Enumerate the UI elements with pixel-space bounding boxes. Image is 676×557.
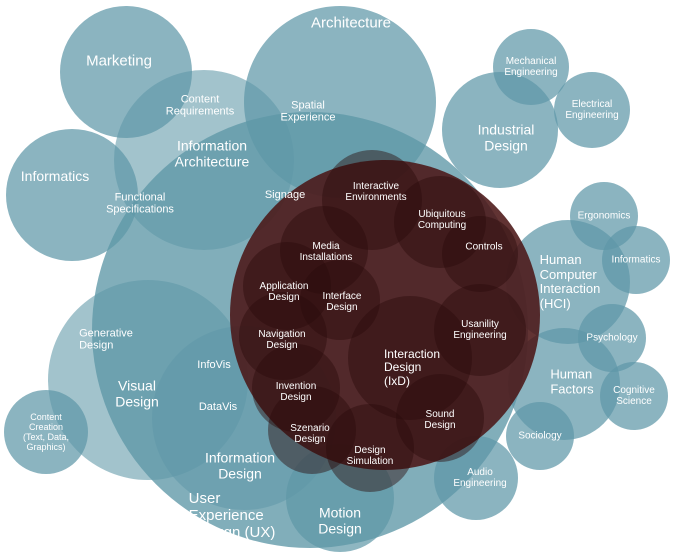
lbl-func-spec: Functional Specifications (106, 192, 174, 217)
lbl-info-design: Information Design (205, 450, 275, 481)
lbl-industrial-design: Industrial Design (478, 122, 535, 153)
lbl-elec-eng: Electrical Engineering (565, 99, 618, 121)
lbl-human-factors: Human Factors (550, 367, 593, 396)
lbl-mech-eng: Mechanical Engineering (504, 56, 557, 78)
lbl-marketing: Marketing (86, 54, 152, 71)
lbl-audio-eng: Audio Engineering (453, 467, 506, 489)
lbl-signage: Signage (265, 189, 305, 201)
lbl-motion-design: Motion Design (318, 505, 362, 536)
lbl-architecture: Architecture (311, 16, 391, 33)
lbl-content-req: Content Requirements (166, 94, 234, 119)
lbl-usability: Usanility Engineering (453, 319, 506, 341)
lbl-interface-design: Interface Design (323, 291, 362, 313)
lbl-psychology: Psychology (586, 332, 637, 343)
lbl-nav-design: Navigation Design (258, 329, 305, 351)
lbl-ubiq: Ubiquitous Computing (418, 209, 466, 231)
lbl-controls: Controls (465, 241, 502, 252)
lbl-ergonomics: Ergonomics (578, 210, 631, 221)
lbl-szenario: Szenario Design (290, 423, 329, 445)
lbl-cog-sci: Cognitive Science (613, 385, 655, 407)
lbl-interactive-env: Interactive Environments (345, 181, 406, 203)
lbl-ux: User Experience Desugn (UX) (189, 491, 276, 541)
lbl-media-install: Media Installations (300, 241, 353, 263)
lbl-design-sim: Design Simulation (347, 445, 394, 467)
lbl-app-design: Application Design (260, 281, 309, 303)
lbl-hci: Human Computer Interaction (HCI) (540, 253, 601, 311)
lbl-visual-design: Visual Design (115, 378, 159, 409)
lbl-generative: Generative Design (79, 328, 133, 353)
lbl-ixd: Interaction Design (IxD) (384, 348, 440, 388)
lbl-invention: Invention Design (276, 381, 317, 403)
lbl-info-arch: Information Architecture (175, 138, 250, 169)
lbl-datavis: DataVis (199, 401, 237, 413)
lbl-content-creation: Content Creation (Text, Data, Graphics) (23, 412, 69, 452)
lbl-spatial-exp: Spatial Experience (280, 100, 335, 125)
lbl-informatics-l: Informatics (21, 169, 89, 185)
lbl-sociology: Sociology (518, 430, 561, 441)
lbl-sound-design: Sound Design (424, 409, 455, 431)
lbl-infovis: InfoVis (197, 359, 230, 371)
disciplines-venn-diagram: Architecture Marketing Industrial Design Me… (0, 0, 676, 557)
lbl-informatics-r: Informatics (612, 254, 661, 265)
